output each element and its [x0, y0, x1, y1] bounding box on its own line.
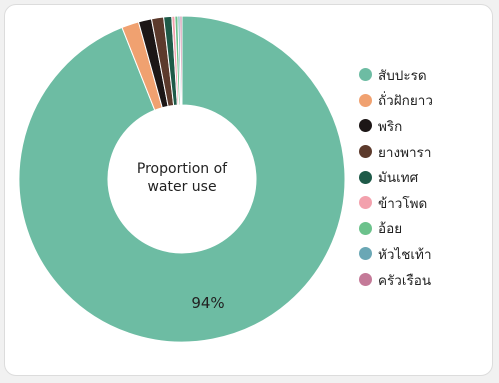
legend-item-7[interactable]: หัวไชเท้า	[359, 241, 433, 267]
legend-swatch-icon	[359, 93, 372, 107]
center-label-line2: water use	[147, 179, 217, 195]
legend-swatch-icon	[359, 145, 372, 159]
legend-item-1[interactable]: ถั่วฝักยาว	[359, 88, 433, 114]
slice-value-label: 94%	[191, 294, 225, 312]
legend-item-5[interactable]: ข้าวโพด	[359, 190, 433, 216]
legend-swatch-icon	[359, 170, 372, 184]
legend-item-2[interactable]: พริก	[359, 113, 433, 139]
donut-slice-8[interactable]	[179, 15, 183, 106]
legend-item-8[interactable]: ครัวเรือน	[359, 267, 433, 293]
donut-center-label: Proportion of water use	[121, 160, 243, 196]
legend-label: มันเทศ	[378, 170, 419, 187]
chart-legend: สับปะรดถั่วฝักยาวพริกยางพารามันเทศข้าวโพ…	[359, 62, 433, 292]
legend-label: ยางพารา	[378, 144, 432, 161]
legend-item-3[interactable]: ยางพารา	[359, 139, 433, 165]
center-label-line1: Proportion of	[136, 161, 228, 177]
legend-label: สับปะรด	[378, 67, 427, 84]
legend-swatch-icon	[359, 221, 372, 235]
legend-label: หัวไชเท้า	[378, 246, 432, 263]
legend-label: ครัวเรือน	[378, 272, 432, 289]
legend-item-6[interactable]: อ้อย	[359, 216, 433, 242]
legend-label: ถั่วฝักยาว	[378, 93, 433, 110]
legend-item-0[interactable]: สับปะรด	[359, 62, 433, 88]
legend-swatch-icon	[359, 273, 372, 287]
legend-swatch-icon	[359, 196, 372, 210]
legend-label: อ้อย	[378, 221, 403, 238]
donut-slice-0[interactable]	[18, 15, 346, 343]
legend-label: พริก	[378, 118, 403, 135]
legend-swatch-icon	[359, 119, 372, 133]
legend-swatch-icon	[359, 68, 372, 82]
legend-swatch-icon	[359, 247, 372, 261]
legend-item-4[interactable]: มันเทศ	[359, 164, 433, 190]
legend-label: ข้าวโพด	[378, 195, 428, 212]
